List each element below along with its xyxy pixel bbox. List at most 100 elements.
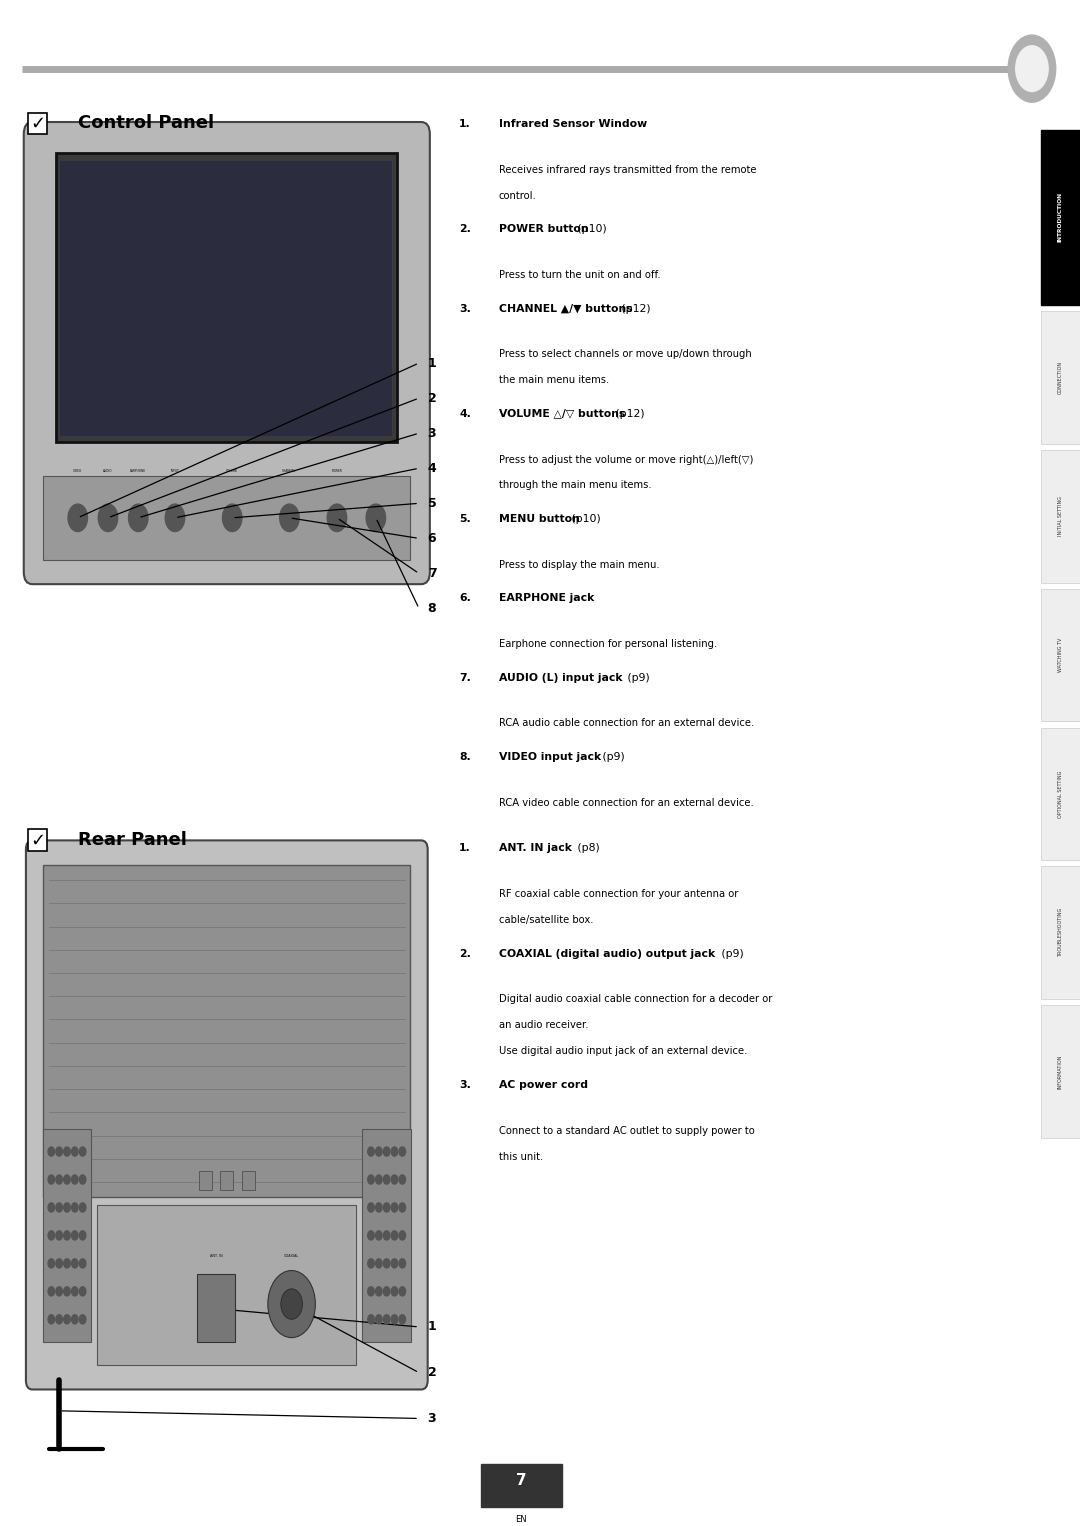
- Bar: [197, 1274, 235, 1343]
- Text: POWER button: POWER button: [499, 224, 589, 233]
- Text: Receives infrared rays transmitted from the remote: Receives infrared rays transmitted from …: [499, 165, 756, 174]
- Text: RF coaxial cable connection for your antenna or: RF coaxial cable connection for your ant…: [499, 890, 739, 899]
- Circle shape: [367, 1231, 374, 1241]
- Text: AUDIO (L) input jack: AUDIO (L) input jack: [499, 673, 622, 682]
- Text: VOLUME: VOLUME: [226, 468, 239, 473]
- Bar: [1041, 867, 1080, 1000]
- Text: POWER: POWER: [332, 468, 342, 473]
- Circle shape: [383, 1259, 390, 1268]
- Text: CHANNEL: CHANNEL: [282, 468, 297, 473]
- Text: AC power cord: AC power cord: [499, 1080, 588, 1090]
- Text: (p8): (p8): [575, 844, 599, 853]
- Circle shape: [366, 504, 386, 531]
- Bar: [1041, 1006, 1080, 1138]
- Text: 3: 3: [428, 1412, 436, 1425]
- Circle shape: [222, 504, 242, 531]
- Circle shape: [64, 1202, 70, 1212]
- Circle shape: [383, 1315, 390, 1325]
- Text: 5.: 5.: [459, 514, 471, 523]
- Text: 1.: 1.: [459, 119, 471, 130]
- Text: 1.: 1.: [459, 844, 471, 853]
- Circle shape: [71, 1202, 78, 1212]
- Bar: [481, 1465, 562, 1506]
- Circle shape: [64, 1315, 70, 1325]
- Text: RCA audio cable connection for an external device.: RCA audio cable connection for an extern…: [499, 719, 754, 728]
- Text: Press to turn the unit on and off.: Press to turn the unit on and off.: [499, 270, 661, 279]
- Text: OPTIONAL SETTING: OPTIONAL SETTING: [1057, 771, 1063, 818]
- Circle shape: [64, 1259, 70, 1268]
- Text: WATCHING TV: WATCHING TV: [1057, 638, 1063, 673]
- Circle shape: [48, 1202, 54, 1212]
- Circle shape: [80, 1231, 85, 1241]
- Circle shape: [367, 1315, 374, 1325]
- Circle shape: [56, 1148, 63, 1157]
- Text: (p9): (p9): [718, 949, 744, 958]
- Circle shape: [327, 504, 347, 531]
- Circle shape: [48, 1286, 54, 1296]
- Text: Rear Panel: Rear Panel: [78, 832, 187, 850]
- Text: ANT. IN jack: ANT. IN jack: [499, 844, 571, 853]
- Circle shape: [391, 1231, 397, 1241]
- Circle shape: [376, 1202, 382, 1212]
- Circle shape: [80, 1175, 85, 1184]
- Circle shape: [56, 1286, 63, 1296]
- Bar: [43, 865, 410, 1198]
- Circle shape: [71, 1231, 78, 1241]
- Text: EN: EN: [515, 1514, 527, 1523]
- Text: Use digital audio input jack of an external device.: Use digital audio input jack of an exter…: [499, 1047, 747, 1056]
- Circle shape: [367, 1202, 374, 1212]
- Text: the main menu items.: the main menu items.: [499, 375, 609, 385]
- Text: 8.: 8.: [459, 752, 471, 761]
- Text: 6: 6: [428, 533, 436, 545]
- Circle shape: [64, 1175, 70, 1184]
- Text: Earphone connection for personal listening.: Earphone connection for personal listeni…: [499, 639, 717, 649]
- Circle shape: [367, 1148, 374, 1157]
- Text: control.: control.: [499, 191, 537, 200]
- Circle shape: [80, 1259, 85, 1268]
- Text: ANT. IN: ANT. IN: [210, 1254, 222, 1259]
- Bar: [1041, 450, 1080, 583]
- Bar: [199, 1172, 212, 1190]
- Circle shape: [48, 1315, 54, 1325]
- Circle shape: [56, 1259, 63, 1268]
- Text: INTRODUCTION: INTRODUCTION: [1057, 192, 1063, 243]
- Circle shape: [383, 1202, 390, 1212]
- Circle shape: [376, 1148, 382, 1157]
- Text: Infrared Sensor Window: Infrared Sensor Window: [499, 119, 647, 130]
- Circle shape: [383, 1286, 390, 1296]
- Bar: [220, 1172, 233, 1190]
- Bar: [1041, 311, 1080, 444]
- Circle shape: [399, 1259, 406, 1268]
- Text: (p12): (p12): [618, 304, 650, 313]
- Circle shape: [391, 1286, 397, 1296]
- Circle shape: [80, 1315, 85, 1325]
- Circle shape: [48, 1175, 54, 1184]
- Text: this unit.: this unit.: [499, 1152, 543, 1161]
- Circle shape: [399, 1315, 406, 1325]
- Circle shape: [48, 1231, 54, 1241]
- Circle shape: [376, 1315, 382, 1325]
- Circle shape: [68, 504, 87, 531]
- Text: RCA video cable connection for an external device.: RCA video cable connection for an extern…: [499, 798, 754, 807]
- Text: INITIAL SETTING: INITIAL SETTING: [1057, 496, 1063, 536]
- Text: COAXIAL (digital audio) output jack: COAXIAL (digital audio) output jack: [499, 949, 715, 958]
- Text: VIDEO: VIDEO: [73, 468, 82, 473]
- Circle shape: [71, 1315, 78, 1325]
- Circle shape: [367, 1175, 374, 1184]
- Text: an audio receiver.: an audio receiver.: [499, 1021, 589, 1030]
- Text: AUDIO: AUDIO: [104, 468, 112, 473]
- Circle shape: [80, 1286, 85, 1296]
- Bar: [1041, 130, 1080, 305]
- Circle shape: [71, 1175, 78, 1184]
- Text: 2: 2: [428, 392, 436, 404]
- Text: 3.: 3.: [459, 304, 471, 313]
- Text: 3: 3: [428, 427, 436, 439]
- Circle shape: [391, 1202, 397, 1212]
- Bar: [1041, 589, 1080, 722]
- Text: 7: 7: [516, 1473, 526, 1488]
- Text: cable/satellite box.: cable/satellite box.: [499, 916, 594, 925]
- Circle shape: [376, 1259, 382, 1268]
- Text: CHANNEL ▲/▼ buttons: CHANNEL ▲/▼ buttons: [499, 304, 633, 313]
- Circle shape: [56, 1315, 63, 1325]
- Circle shape: [80, 1148, 85, 1157]
